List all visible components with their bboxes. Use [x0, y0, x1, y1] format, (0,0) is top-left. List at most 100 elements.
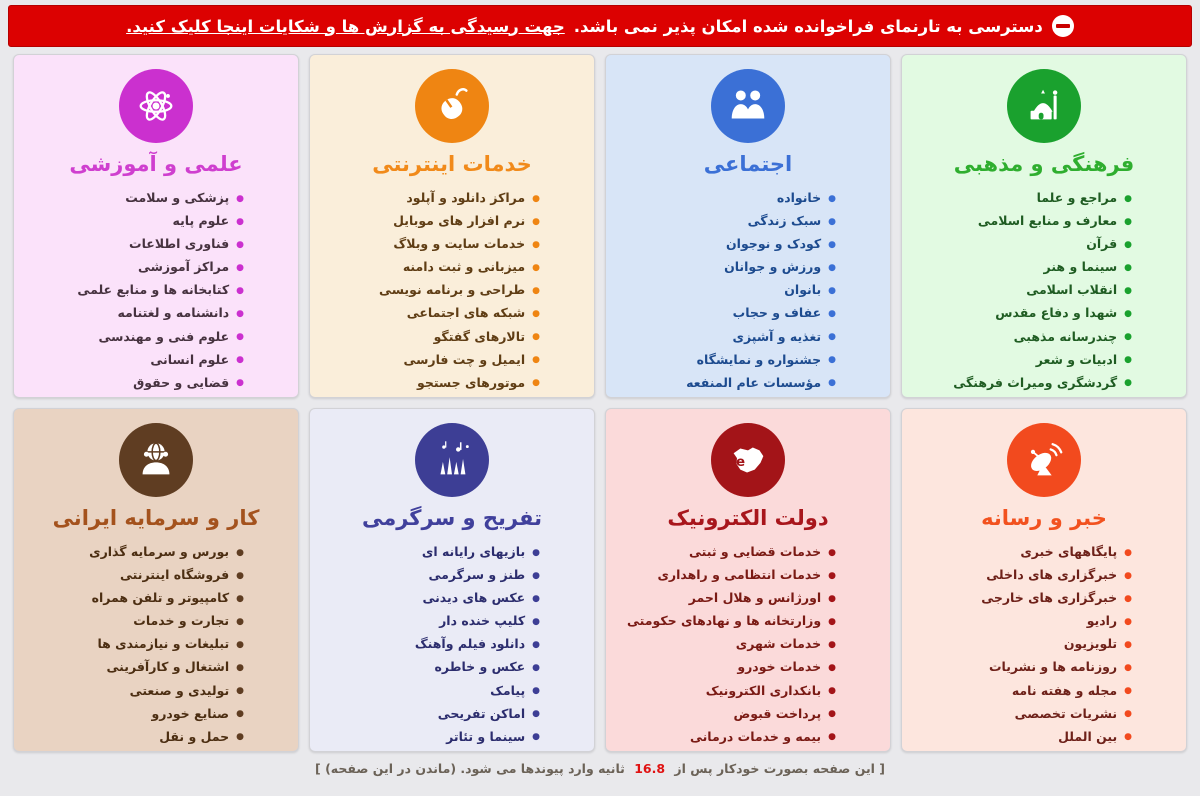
svg-text:e: e: [736, 455, 745, 470]
category-link[interactable]: عکس های دیدنی: [320, 587, 540, 610]
card-e-government: e دولت الکترونیک خدمات قضایی و ثبتی خدما…: [605, 408, 891, 752]
category-link[interactable]: کامپیوتر و تلفن همراه: [24, 587, 244, 610]
category-link[interactable]: علوم پایه: [24, 210, 244, 233]
category-link[interactable]: پزشکی و سلامت: [24, 187, 244, 210]
category-link[interactable]: مراجع و علما: [912, 187, 1132, 210]
card-iranian-business: کار و سرمایه ایرانی بورس و سرمایه گذاری …: [13, 408, 299, 752]
category-link[interactable]: بین الملل: [912, 726, 1132, 749]
category-link[interactable]: اماکن تفریحی: [320, 703, 540, 726]
category-link[interactable]: موتورهای جستجو: [320, 372, 540, 395]
category-link[interactable]: قرآن: [912, 233, 1132, 256]
category-link[interactable]: روزنامه ها و نشریات: [912, 656, 1132, 679]
card-cultural-religious: فرهنگی و مذهبی مراجع و علما معارف و مناب…: [901, 54, 1187, 398]
redirect-text-prefix: [ این صفحه بصورت خودکار پس از: [674, 761, 886, 776]
category-link[interactable]: تالارهای گفتگو: [320, 326, 540, 349]
category-link[interactable]: فروشگاه اینترنتی: [24, 564, 244, 587]
category-link[interactable]: بورس و سرمایه گذاری: [24, 541, 244, 564]
card-title: خدمات اینترنتی: [372, 152, 532, 176]
category-list: پایگاههای خبری خبرگزاری های داخلی خبرگزا…: [912, 541, 1176, 749]
category-link[interactable]: خانواده: [616, 187, 836, 210]
category-link[interactable]: عکس و خاطره: [320, 656, 540, 679]
category-link[interactable]: چندرسانه مذهبی: [912, 326, 1132, 349]
category-link[interactable]: تجارت و خدمات: [24, 610, 244, 633]
category-link[interactable]: وزارتخانه ها و نهادهای حکومتی: [616, 610, 836, 633]
card-title: دولت الکترونیک: [667, 506, 829, 530]
category-link[interactable]: تولیدی و صنعتی: [24, 680, 244, 703]
category-link[interactable]: بازیهای رایانه ای: [320, 541, 540, 564]
category-link[interactable]: خدمات خودرو: [616, 656, 836, 679]
category-link[interactable]: علوم انسانی: [24, 349, 244, 372]
category-link[interactable]: خدمات سایت و وبلاگ: [320, 233, 540, 256]
category-link[interactable]: مراکز دانلود و آپلود: [320, 187, 540, 210]
category-link[interactable]: تبلیغات و نیازمندی ها: [24, 633, 244, 656]
category-link[interactable]: تغذیه و آشپزی: [616, 326, 836, 349]
category-link[interactable]: رادیو: [912, 610, 1132, 633]
stay-on-page-link[interactable]: (ماندن در این صفحه): [325, 761, 457, 776]
category-link[interactable]: اورژانس و هلال احمر: [616, 587, 836, 610]
category-link[interactable]: میزبانی و ثبت دامنه: [320, 256, 540, 279]
family-icon: [711, 69, 785, 143]
category-link[interactable]: نرم افزار های موبایل: [320, 210, 540, 233]
redirect-countdown: 16.8: [634, 761, 666, 776]
category-link[interactable]: ورزش و جوانان: [616, 256, 836, 279]
category-link[interactable]: سینما و تئاتر: [320, 726, 540, 749]
category-link[interactable]: نشریات تخصصی: [912, 703, 1132, 726]
report-complaint-link[interactable]: جهت رسیدگی به گزارش ها و شکایات اینجا کل…: [126, 16, 565, 36]
category-link[interactable]: خبرگزاری های داخلی: [912, 564, 1132, 587]
atom-icon: [119, 69, 193, 143]
category-link[interactable]: تلویزیون: [912, 633, 1132, 656]
category-link[interactable]: مراکز آموزشی: [24, 256, 244, 279]
category-link[interactable]: شبکه های اجتماعی: [320, 302, 540, 325]
category-link[interactable]: سینما و هنر: [912, 256, 1132, 279]
card-title: علمی و آموزشی: [69, 152, 243, 176]
category-link[interactable]: خدمات انتظامی و راهداری: [616, 564, 836, 587]
blocked-page: { "page": { "background": "#e9e9ec", "di…: [0, 5, 1200, 796]
category-link[interactable]: ادبیات و شعر: [912, 349, 1132, 372]
card-entertainment: تفریح و سرگرمی بازیهای رایانه ای طنز و س…: [309, 408, 595, 752]
category-list: بورس و سرمایه گذاری فروشگاه اینترنتی کام…: [24, 541, 288, 749]
category-link[interactable]: علوم فنی و مهندسی: [24, 326, 244, 349]
category-link[interactable]: پایگاههای خبری: [912, 541, 1132, 564]
no-entry-icon: [1051, 15, 1074, 37]
category-link[interactable]: معارف و منابع اسلامی: [912, 210, 1132, 233]
category-link[interactable]: قضایی و حقوق: [24, 372, 244, 395]
category-link[interactable]: پیامک: [320, 680, 540, 703]
category-link[interactable]: بانوان: [616, 279, 836, 302]
category-link[interactable]: بانکداری الکترونیک: [616, 680, 836, 703]
category-link[interactable]: کتابخانه ها و منابع علمی: [24, 279, 244, 302]
category-link[interactable]: انقلاب اسلامی: [912, 279, 1132, 302]
category-link[interactable]: ایمیل و چت فارسی: [320, 349, 540, 372]
mosque-icon: [1007, 69, 1081, 143]
redirect-text-middle: ثانیه وارد پیوندها می شود.: [460, 761, 625, 776]
category-link[interactable]: فناوری اطلاعات: [24, 233, 244, 256]
category-link[interactable]: گردشگری ومیراث فرهنگی: [912, 372, 1132, 395]
category-link[interactable]: عفاف و حجاب: [616, 302, 836, 325]
category-link[interactable]: دانلود فیلم وآهنگ: [320, 633, 540, 656]
category-link[interactable]: طراحی و برنامه نویسی: [320, 279, 540, 302]
category-link[interactable]: خبرگزاری های خارجی: [912, 587, 1132, 610]
category-link[interactable]: خدمات قضایی و ثبتی: [616, 541, 836, 564]
card-internet-services: خدمات اینترنتی مراکز دانلود و آپلود نرم …: [309, 54, 595, 398]
category-link[interactable]: بیمه و خدمات درمانی: [616, 726, 836, 749]
category-link[interactable]: سبک زندگی: [616, 210, 836, 233]
category-link[interactable]: کلیپ خنده دار: [320, 610, 540, 633]
redirect-text-closing: ]: [314, 761, 321, 776]
person-globe-icon: [119, 423, 193, 497]
category-link[interactable]: جشنواره و نمایشگاه: [616, 349, 836, 372]
card-science-education: علمی و آموزشی پزشکی و سلامت علوم پایه فن…: [13, 54, 299, 398]
category-link[interactable]: مؤسسات عام المنفعه: [616, 372, 836, 395]
satellite-dish-icon: [1007, 423, 1081, 497]
card-title: اجتماعی: [703, 152, 793, 176]
card-news-media: خبر و رسانه پایگاههای خبری خبرگزاری های …: [901, 408, 1187, 752]
category-link[interactable]: مجله و هفته نامه: [912, 680, 1132, 703]
category-link[interactable]: دانشنامه و لغتنامه: [24, 302, 244, 325]
category-link[interactable]: پرداخت قبوض: [616, 703, 836, 726]
category-link[interactable]: طنز و سرگرمی: [320, 564, 540, 587]
category-link[interactable]: صنایع خودرو: [24, 703, 244, 726]
category-list: بازیهای رایانه ای طنز و سرگرمی عکس های د…: [320, 541, 584, 749]
category-link[interactable]: خدمات شهری: [616, 633, 836, 656]
category-link[interactable]: کودک و نوجوان: [616, 233, 836, 256]
category-link[interactable]: حمل و نقل: [24, 726, 244, 749]
category-link[interactable]: شهدا و دفاع مقدس: [912, 302, 1132, 325]
category-link[interactable]: اشتغال و کارآفرینی: [24, 656, 244, 679]
